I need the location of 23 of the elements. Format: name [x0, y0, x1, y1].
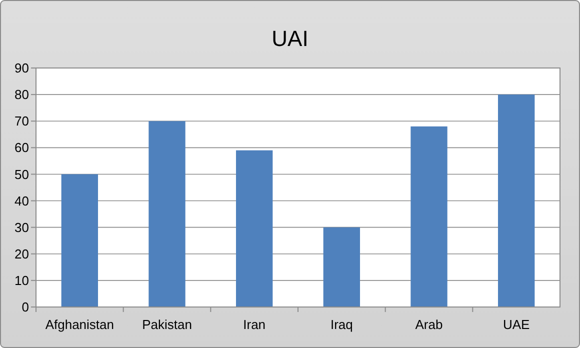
bar — [236, 150, 273, 307]
bar — [410, 126, 448, 307]
x-tick-label: Arab — [415, 317, 443, 332]
y-tick-label: 30 — [14, 220, 29, 235]
y-tick-label: 50 — [14, 166, 29, 182]
y-tick-label: 10 — [14, 272, 29, 288]
bar — [148, 121, 186, 307]
y-tick-label: 60 — [14, 140, 29, 156]
x-tick-label: Iran — [243, 317, 266, 332]
y-tick-label: 90 — [14, 60, 29, 76]
y-tick-label: 70 — [14, 114, 29, 129]
chart-title: UAI — [272, 26, 308, 51]
y-tick-label: 0 — [22, 300, 29, 315]
x-tick-label: Iraq — [330, 317, 353, 332]
y-tick-label: 40 — [14, 193, 29, 208]
y-tick-label: 20 — [14, 246, 29, 262]
bar — [498, 94, 535, 307]
bar — [323, 227, 360, 307]
x-tick-label: Afghanistan — [45, 317, 114, 332]
bar — [61, 174, 98, 307]
x-tick-label: Pakistan — [142, 317, 192, 332]
y-tick-label: 80 — [14, 87, 29, 102]
x-tick-label: UAE — [502, 317, 530, 332]
